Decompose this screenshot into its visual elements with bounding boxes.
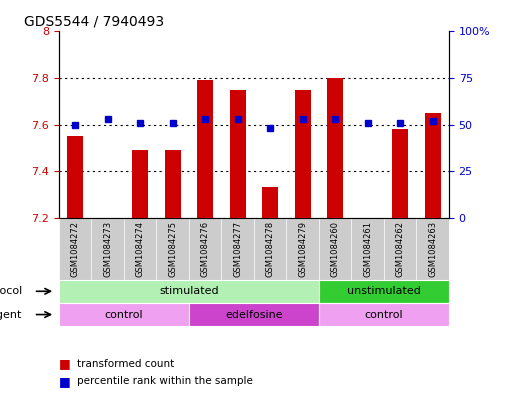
Bar [319, 280, 449, 303]
Bar [392, 129, 408, 218]
Text: GSM1084260: GSM1084260 [331, 221, 340, 277]
Text: GSM1084278: GSM1084278 [266, 221, 274, 277]
Text: unstimulated: unstimulated [347, 286, 421, 296]
Text: transformed count: transformed count [77, 358, 174, 369]
Text: GSM1084262: GSM1084262 [396, 221, 405, 277]
Text: agent: agent [0, 310, 22, 320]
Bar [165, 150, 181, 218]
Bar [262, 187, 278, 218]
Text: GDS5544 / 7940493: GDS5544 / 7940493 [24, 15, 164, 29]
Text: GSM1084272: GSM1084272 [71, 221, 80, 277]
Text: ■: ■ [59, 375, 71, 388]
Text: GSM1084273: GSM1084273 [103, 221, 112, 277]
Text: ■: ■ [59, 357, 71, 370]
Text: protocol: protocol [0, 286, 22, 296]
Bar [132, 150, 148, 218]
Bar [229, 90, 246, 218]
Text: GSM1084276: GSM1084276 [201, 221, 210, 277]
Text: percentile rank within the sample: percentile rank within the sample [77, 376, 253, 386]
Bar [67, 136, 83, 218]
Text: control: control [365, 310, 403, 320]
Text: GSM1084279: GSM1084279 [298, 221, 307, 277]
Bar [59, 280, 319, 303]
Text: GSM1084277: GSM1084277 [233, 221, 242, 277]
Text: control: control [105, 310, 143, 320]
Bar [319, 303, 449, 326]
Bar [327, 78, 343, 218]
Text: GSM1084274: GSM1084274 [136, 221, 145, 277]
Text: GSM1084261: GSM1084261 [363, 221, 372, 277]
Bar [189, 303, 319, 326]
Text: GSM1084263: GSM1084263 [428, 221, 437, 277]
Bar [197, 80, 213, 218]
Bar [59, 303, 189, 326]
Text: edelfosine: edelfosine [225, 310, 283, 320]
Text: GSM1084275: GSM1084275 [168, 221, 177, 277]
Bar [294, 90, 311, 218]
Text: stimulated: stimulated [159, 286, 219, 296]
Bar [424, 113, 441, 218]
